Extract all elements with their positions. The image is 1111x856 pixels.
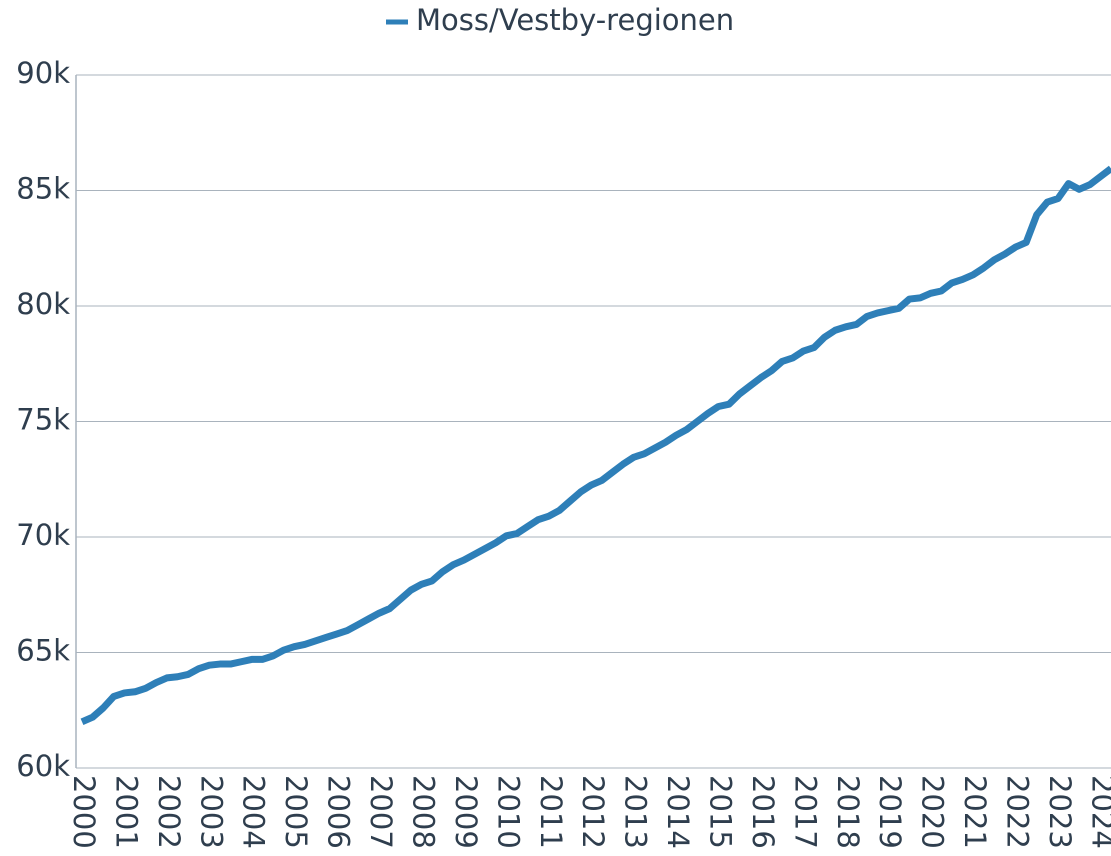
x-tick-label: 2009 bbox=[449, 775, 483, 849]
x-tick-label: 2006 bbox=[322, 775, 356, 849]
y-tick-label: 90k bbox=[16, 56, 70, 90]
y-tick-label: 80k bbox=[16, 287, 70, 321]
x-tick-label: 2008 bbox=[406, 775, 440, 849]
x-tick-label: 2010 bbox=[491, 775, 525, 849]
x-tick-label: 2023 bbox=[1043, 775, 1077, 849]
x-tick-label: 2019 bbox=[873, 775, 907, 849]
y-tick-label: 75k bbox=[16, 403, 70, 437]
x-tick-label: 2007 bbox=[364, 775, 398, 849]
x-tick-label: 2000 bbox=[67, 775, 101, 849]
series-line bbox=[80, 165, 1111, 726]
x-tick-label: 2002 bbox=[152, 775, 186, 849]
x-tick-label: 2020 bbox=[916, 775, 950, 849]
y-tick-label: 65k bbox=[16, 634, 70, 668]
x-tick-label: 2012 bbox=[576, 775, 610, 849]
legend-label: Moss/Vestby-regionen bbox=[416, 3, 734, 37]
x-tick-label: 2004 bbox=[237, 775, 271, 849]
x-tick-label: 2001 bbox=[109, 775, 143, 849]
x-tick-label: 2003 bbox=[194, 775, 228, 849]
x-tick-label: 2011 bbox=[534, 775, 568, 849]
x-tick-label: 2022 bbox=[1001, 775, 1035, 849]
x-tick-label: 2016 bbox=[746, 775, 780, 849]
y-tick-label: 60k bbox=[16, 749, 70, 783]
x-tick-label: 2018 bbox=[831, 775, 865, 849]
x-tick-label: 2024 bbox=[1085, 775, 1111, 849]
x-tick-label: 2015 bbox=[703, 775, 737, 849]
x-tick-label: 2021 bbox=[958, 775, 992, 849]
x-tick-label: 2005 bbox=[279, 775, 313, 849]
x-tick-label: 2013 bbox=[619, 775, 653, 849]
x-tick-label: 2017 bbox=[788, 775, 822, 849]
y-tick-label: 70k bbox=[16, 518, 70, 552]
y-tick-label: 85k bbox=[16, 172, 70, 206]
x-tick-label: 2014 bbox=[661, 775, 695, 849]
